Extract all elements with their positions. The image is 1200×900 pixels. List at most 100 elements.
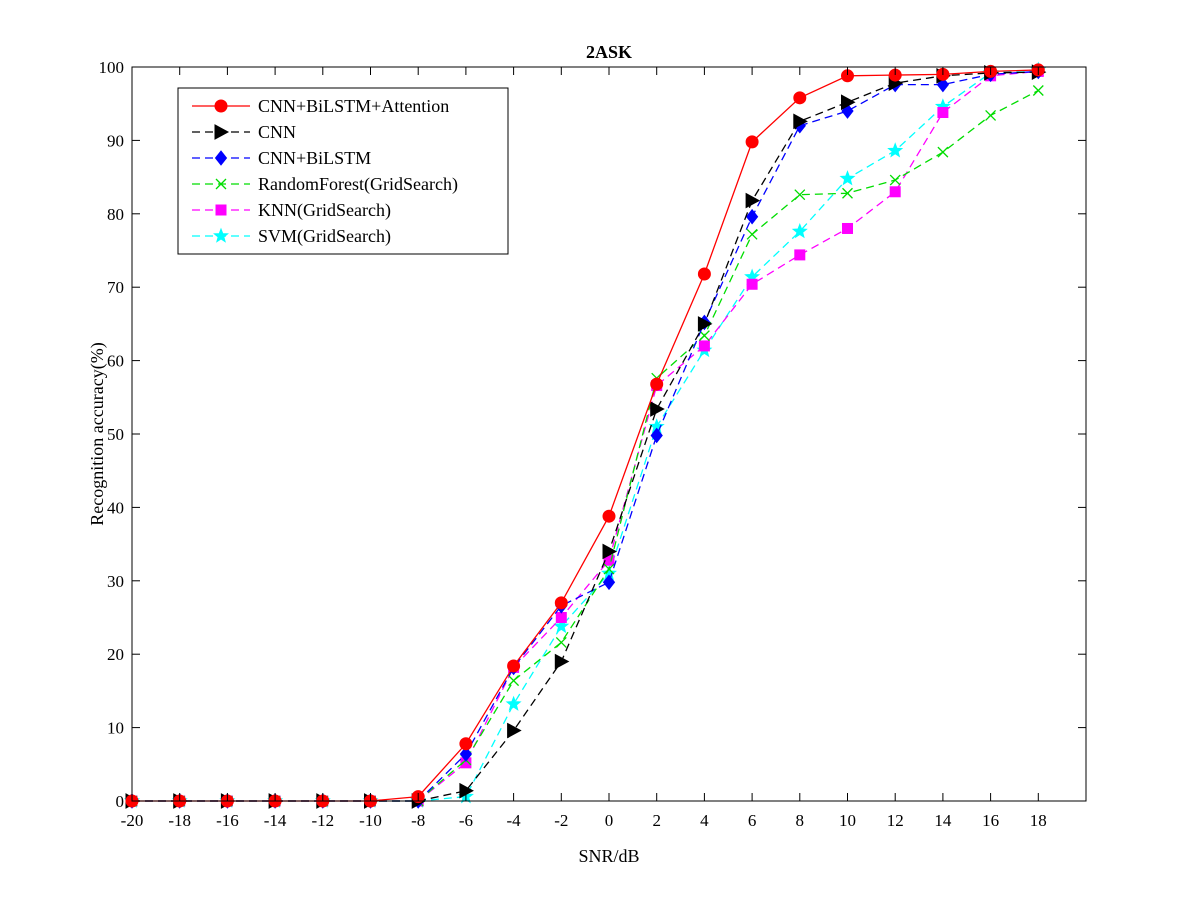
x-tick-label: 2 bbox=[652, 811, 661, 830]
x-tick-label: -10 bbox=[359, 811, 382, 830]
data-point-randomforest-gridsearch bbox=[842, 187, 853, 199]
x-tick-label: 6 bbox=[748, 811, 757, 830]
data-point-cnn bbox=[650, 401, 665, 417]
y-tick-label: 30 bbox=[107, 572, 124, 591]
legend: CNN+BiLSTM+Attention CNN CNN+BiLSTM RandomF… bbox=[177, 87, 509, 255]
ticks-layer: -20 -18 -16 -14 -12 -10 -8 -6 -4 -2 0 2 4 6 8 10 12 14 16 1… bbox=[99, 58, 1086, 830]
legend-item-cnn-bilstm-attention: CNN+BiLSTM+Attention bbox=[192, 96, 449, 116]
x-tick-label: 0 bbox=[605, 811, 614, 830]
y-tick-label: 70 bbox=[107, 278, 124, 297]
series-line-svm-gridsearch bbox=[132, 69, 1039, 802]
legend-marker bbox=[214, 150, 228, 166]
data-point-cnn-bilstm-attention bbox=[507, 659, 521, 673]
data-point-randomforest-gridsearch bbox=[1032, 85, 1044, 96]
legend-marker bbox=[214, 99, 228, 113]
data-point-cnn-bilstm-attention bbox=[745, 135, 759, 149]
data-point-cnn-bilstm-attention bbox=[602, 509, 616, 523]
x-tick-label: 14 bbox=[934, 811, 952, 830]
data-point-cnn-bilstm bbox=[650, 427, 663, 444]
data-point-knn-gridsearch bbox=[889, 186, 901, 198]
x-tick-label: 4 bbox=[700, 811, 709, 830]
x-tick-label: -8 bbox=[411, 811, 425, 830]
data-point-cnn-bilstm-attention bbox=[459, 737, 473, 751]
data-point-randomforest-gridsearch bbox=[937, 146, 949, 158]
data-point-cnn-bilstm-attention bbox=[793, 91, 807, 105]
y-tick-label: 80 bbox=[107, 205, 124, 224]
legend-marker bbox=[215, 178, 227, 190]
legend-item-knn-gridsearch: KNN(GridSearch) bbox=[192, 200, 391, 221]
data-point-cnn bbox=[793, 113, 808, 130]
x-tick-label: 8 bbox=[796, 811, 805, 830]
data-point-knn-gridsearch bbox=[698, 340, 710, 352]
data-point-knn-gridsearch bbox=[746, 278, 758, 290]
series-line-cnn-bilstm bbox=[132, 70, 1039, 802]
legend-label: SVM(GridSearch) bbox=[258, 226, 391, 247]
legend-box bbox=[177, 87, 509, 255]
legend-item-randomforest-gridsearch: RandomForest(GridSearch) bbox=[192, 174, 458, 195]
x-tick-label: 10 bbox=[839, 811, 856, 830]
data-point-randomforest-gridsearch bbox=[985, 109, 997, 121]
x-tick-label: -18 bbox=[168, 811, 191, 830]
y-tick-label: 0 bbox=[116, 792, 125, 811]
data-point-randomforest-gridsearch bbox=[698, 330, 710, 342]
legend-label: KNN(GridSearch) bbox=[258, 200, 391, 221]
data-point-cnn-bilstm-attention bbox=[650, 377, 664, 391]
data-point-randomforest-gridsearch bbox=[746, 228, 758, 240]
y-axis-label: Recognition accuracy(%) bbox=[87, 342, 108, 525]
data-point-cnn-bilstm bbox=[459, 746, 473, 762]
data-point-randomforest-gridsearch bbox=[794, 189, 806, 201]
chart-title: 2ASK bbox=[586, 42, 632, 62]
data-point-randomforest-gridsearch bbox=[603, 563, 615, 575]
x-tick-label: 12 bbox=[887, 811, 904, 830]
x-tick-label: 16 bbox=[982, 811, 999, 830]
x-tick-label: -2 bbox=[554, 811, 568, 830]
legend-item-svm-gridsearch: SVM(GridSearch) bbox=[192, 226, 391, 247]
data-point-cnn bbox=[745, 192, 761, 209]
legend-marker bbox=[214, 124, 230, 140]
data-point-cnn bbox=[697, 316, 713, 332]
legend-item-cnn-bilstm: CNN+BiLSTM bbox=[192, 148, 371, 168]
legend-label: CNN bbox=[258, 122, 296, 142]
legend-label: CNN+BiLSTM bbox=[258, 148, 371, 168]
x-tick-label: -20 bbox=[121, 811, 144, 830]
data-point-randomforest-gridsearch bbox=[889, 174, 901, 186]
data-point-cnn bbox=[602, 543, 618, 560]
y-tick-label: 20 bbox=[107, 645, 124, 664]
x-tick-label: -4 bbox=[507, 811, 522, 830]
data-point-knn-gridsearch bbox=[842, 222, 853, 234]
data-point-cnn-bilstm-attention bbox=[554, 596, 568, 610]
legend-marker bbox=[215, 204, 227, 216]
data-point-knn-gridsearch bbox=[555, 612, 567, 623]
y-tick-label: 90 bbox=[107, 131, 124, 150]
x-tick-label: -14 bbox=[264, 811, 287, 830]
y-tick-label: 60 bbox=[107, 352, 124, 371]
legend-label: CNN+BiLSTM+Attention bbox=[258, 96, 449, 116]
x-axis-label: SNR/dB bbox=[578, 846, 639, 866]
x-tick-label: -6 bbox=[459, 811, 473, 830]
y-tick-label: 40 bbox=[107, 498, 124, 517]
data-point-cnn-bilstm bbox=[602, 574, 616, 591]
data-point-cnn bbox=[507, 722, 522, 739]
data-point-svm-gridsearch bbox=[553, 617, 570, 634]
data-point-svm-gridsearch bbox=[839, 170, 856, 186]
x-tick-label: -12 bbox=[311, 811, 334, 830]
data-point-cnn-bilstm-attention bbox=[697, 267, 711, 281]
data-point-svm-gridsearch bbox=[887, 142, 904, 158]
legend-item-cnn: CNN bbox=[192, 122, 296, 142]
legend-marker bbox=[213, 227, 229, 243]
series-line-knn-gridsearch bbox=[132, 70, 1039, 802]
legend-label: RandomForest(GridSearch) bbox=[258, 174, 458, 195]
data-point-randomforest-gridsearch bbox=[508, 675, 520, 687]
x-tick-label: 18 bbox=[1030, 811, 1047, 830]
y-tick-label: 10 bbox=[107, 719, 124, 738]
data-point-svm-gridsearch bbox=[791, 223, 808, 239]
data-point-knn-gridsearch bbox=[794, 249, 806, 261]
y-tick-label: 100 bbox=[99, 58, 125, 77]
x-tick-label: -16 bbox=[216, 811, 239, 830]
data-point-cnn bbox=[554, 653, 570, 670]
data-point-cnn-bilstm bbox=[745, 208, 759, 225]
y-tick-label: 50 bbox=[107, 425, 124, 444]
data-point-cnn bbox=[841, 94, 856, 111]
data-point-knn-gridsearch bbox=[937, 107, 949, 119]
